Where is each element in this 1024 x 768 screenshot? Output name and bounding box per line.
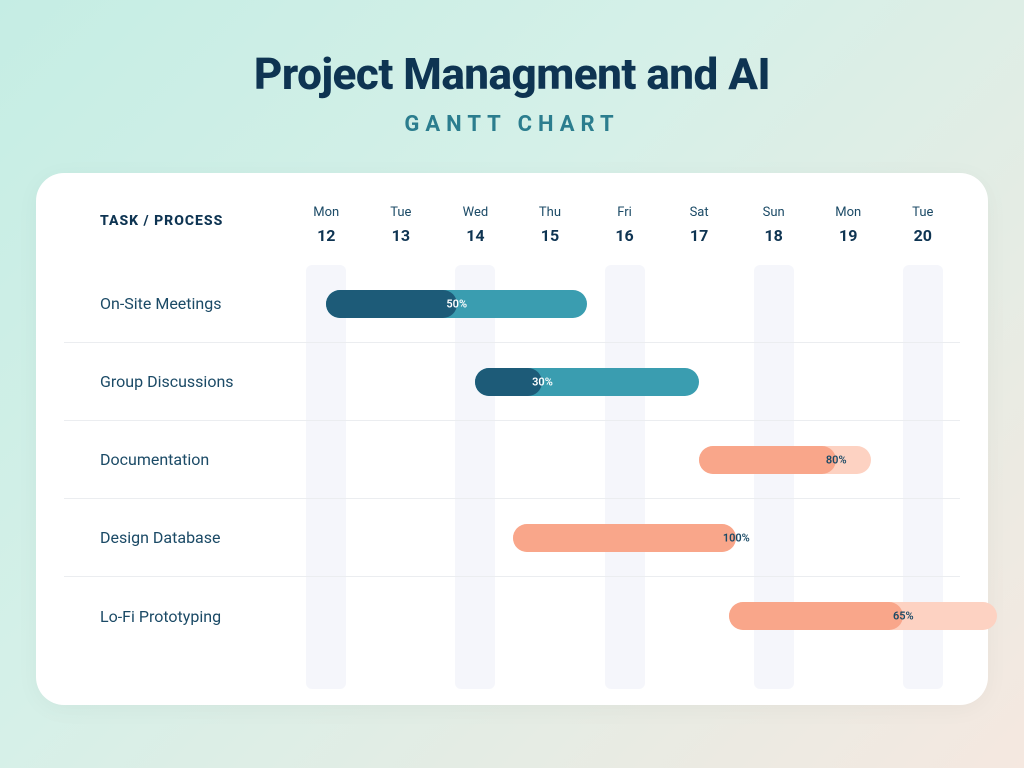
gantt-card: TASK / PROCESS Mon12Tue13Wed14Thu15Fri16… (36, 173, 988, 705)
day-of-week: Fri (587, 205, 662, 220)
gantt-chart: TASK / PROCESS Mon12Tue13Wed14Thu15Fri16… (64, 201, 960, 689)
task-row: Documentation 80% (64, 421, 960, 499)
bar-track: 50% (289, 265, 960, 342)
bar-track: 80% (289, 421, 960, 498)
task-row: Lo-Fi Prototyping 65% (64, 577, 960, 655)
day-of-week: Sun (736, 205, 811, 220)
day-of-week: Wed (438, 205, 513, 220)
page-title: Project Managment and AI (0, 0, 1024, 100)
gantt-bar: 65% (729, 602, 997, 630)
task-name: On-Site Meetings (64, 294, 289, 313)
bar-track: 30% (289, 343, 960, 420)
progress-label: 80% (826, 453, 847, 466)
gantt-bar: 100% (513, 524, 737, 552)
task-row: Design Database 100% (64, 499, 960, 577)
bar-track: 100% (289, 499, 960, 576)
day-of-week: Thu (513, 205, 588, 220)
progress-label: 30% (532, 375, 553, 388)
task-name: Design Database (64, 528, 289, 547)
day-of-week: Sat (662, 205, 737, 220)
page-subtitle: GANTT CHART (0, 112, 1024, 137)
progress-label: 100% (723, 531, 750, 544)
day-number: 14 (438, 226, 513, 245)
bar-track: 65% (289, 577, 960, 655)
gantt-rows: On-Site Meetings 50% Group Discussions 30% D… (64, 265, 960, 689)
day-of-week: Mon (289, 205, 364, 220)
day-number: 12 (289, 226, 364, 245)
task-name: Documentation (64, 450, 289, 469)
gantt-bar: 50% (326, 290, 587, 318)
day-number: 20 (886, 226, 961, 245)
gantt-bar-fill (326, 290, 456, 318)
day-number: 19 (811, 226, 886, 245)
day-number: 15 (513, 226, 588, 245)
gantt-bar-fill (699, 446, 836, 474)
day-of-week: Mon (811, 205, 886, 220)
task-name: Group Discussions (64, 372, 289, 391)
gantt-bar-fill (729, 602, 903, 630)
task-row: On-Site Meetings 50% (64, 265, 960, 343)
day-number: 16 (587, 226, 662, 245)
day-number: 18 (736, 226, 811, 245)
gantt-bar: 80% (699, 446, 870, 474)
task-name: Lo-Fi Prototyping (64, 607, 289, 626)
day-of-week: Tue (364, 205, 439, 220)
gantt-bar-fill (513, 524, 737, 552)
progress-label: 65% (893, 610, 914, 623)
gantt-bar: 30% (475, 368, 699, 396)
day-number: 17 (662, 226, 737, 245)
task-header-label: TASK / PROCESS (64, 201, 289, 229)
progress-label: 50% (446, 297, 467, 310)
task-row: Group Discussions 30% (64, 343, 960, 421)
day-of-week: Tue (886, 205, 961, 220)
day-number: 13 (364, 226, 439, 245)
